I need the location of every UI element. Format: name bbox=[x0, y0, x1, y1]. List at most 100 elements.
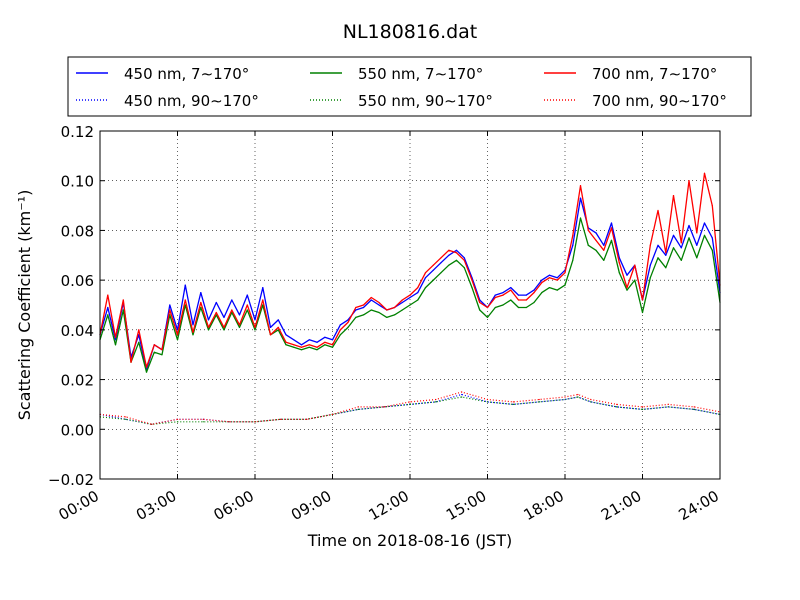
data-point bbox=[207, 329, 210, 331]
data-point bbox=[401, 309, 403, 311]
data-point bbox=[161, 354, 163, 356]
data-point bbox=[417, 299, 419, 301]
data-point bbox=[432, 264, 434, 266]
data-point bbox=[667, 403, 669, 405]
data-point bbox=[572, 259, 574, 261]
data-point bbox=[486, 306, 489, 309]
data-point bbox=[331, 413, 334, 415]
data-point bbox=[424, 272, 427, 274]
data-point bbox=[409, 401, 411, 403]
data-point bbox=[254, 421, 256, 423]
data-point bbox=[556, 277, 558, 279]
data-point bbox=[169, 304, 171, 306]
y-tick-label: 0.08 bbox=[61, 222, 94, 240]
data-point bbox=[153, 351, 155, 353]
data-point bbox=[300, 344, 303, 346]
data-point bbox=[176, 334, 179, 336]
data-point bbox=[634, 279, 636, 281]
data-point bbox=[370, 296, 372, 299]
data-point bbox=[548, 274, 551, 276]
data-point bbox=[280, 418, 282, 420]
data-point bbox=[616, 406, 618, 408]
data-point bbox=[262, 304, 264, 306]
data-point bbox=[339, 324, 341, 326]
data-point bbox=[192, 324, 194, 326]
data-point bbox=[215, 311, 217, 314]
data-point bbox=[114, 336, 117, 338]
data-point bbox=[641, 311, 644, 314]
data-point bbox=[556, 279, 558, 281]
data-point bbox=[151, 423, 153, 425]
data-point bbox=[114, 344, 117, 346]
data-point bbox=[440, 262, 442, 264]
data-point bbox=[711, 249, 713, 251]
data-point bbox=[556, 289, 558, 291]
data-point bbox=[696, 257, 698, 259]
data-point bbox=[122, 299, 124, 301]
data-point bbox=[378, 311, 380, 314]
data-point bbox=[246, 309, 248, 311]
data-point bbox=[510, 287, 512, 289]
data-point bbox=[579, 197, 582, 199]
data-point bbox=[486, 398, 489, 401]
x-axis-label: Time on 2018-08-16 (JST) bbox=[307, 531, 512, 550]
data-point bbox=[432, 269, 434, 271]
data-point bbox=[680, 247, 682, 249]
data-point bbox=[610, 239, 613, 241]
data-point bbox=[200, 292, 202, 294]
data-point bbox=[324, 341, 326, 343]
data-point bbox=[125, 416, 127, 418]
data-point bbox=[285, 341, 287, 343]
data-point bbox=[603, 249, 605, 251]
data-point bbox=[463, 257, 465, 259]
data-point bbox=[316, 349, 318, 351]
data-point bbox=[138, 341, 140, 343]
data-point bbox=[448, 264, 450, 266]
data-point bbox=[440, 257, 442, 259]
data-point bbox=[564, 398, 566, 401]
data-point bbox=[517, 299, 520, 301]
y-tick-label: 0.04 bbox=[61, 322, 94, 340]
data-point bbox=[254, 329, 256, 331]
data-point bbox=[688, 180, 690, 182]
data-point bbox=[107, 294, 109, 296]
data-point bbox=[316, 346, 318, 348]
data-point bbox=[564, 284, 566, 286]
data-point bbox=[308, 344, 310, 346]
data-point bbox=[641, 406, 644, 408]
data-point bbox=[494, 294, 496, 296]
data-point bbox=[231, 309, 233, 311]
data-point bbox=[378, 304, 380, 306]
data-point bbox=[254, 319, 256, 321]
data-point bbox=[463, 267, 465, 269]
data-point bbox=[355, 316, 357, 318]
data-point bbox=[517, 306, 520, 309]
data-point bbox=[572, 244, 574, 246]
data-point bbox=[161, 349, 163, 351]
data-point bbox=[618, 257, 620, 259]
data-point bbox=[649, 244, 651, 246]
data-point bbox=[357, 408, 359, 410]
data-point bbox=[202, 421, 204, 423]
data-point bbox=[246, 304, 248, 306]
data-point bbox=[657, 257, 659, 259]
legend-label: 700 nm, 7∼170° bbox=[592, 65, 717, 83]
data-point bbox=[435, 401, 437, 403]
data-point bbox=[339, 329, 341, 331]
data-point bbox=[471, 279, 473, 281]
data-point bbox=[316, 341, 318, 343]
data-point bbox=[169, 309, 171, 311]
data-point bbox=[548, 277, 551, 279]
data-point bbox=[688, 224, 690, 227]
data-point bbox=[667, 406, 669, 408]
data-point bbox=[479, 301, 481, 304]
data-point bbox=[347, 326, 349, 328]
data-point bbox=[432, 279, 434, 281]
data-point bbox=[176, 339, 179, 341]
data-point bbox=[362, 306, 365, 309]
data-point bbox=[657, 209, 659, 212]
data-point bbox=[486, 401, 489, 403]
data-point bbox=[145, 371, 148, 373]
data-point bbox=[331, 346, 334, 348]
legend-label: 550 nm, 7∼170° bbox=[358, 65, 483, 83]
